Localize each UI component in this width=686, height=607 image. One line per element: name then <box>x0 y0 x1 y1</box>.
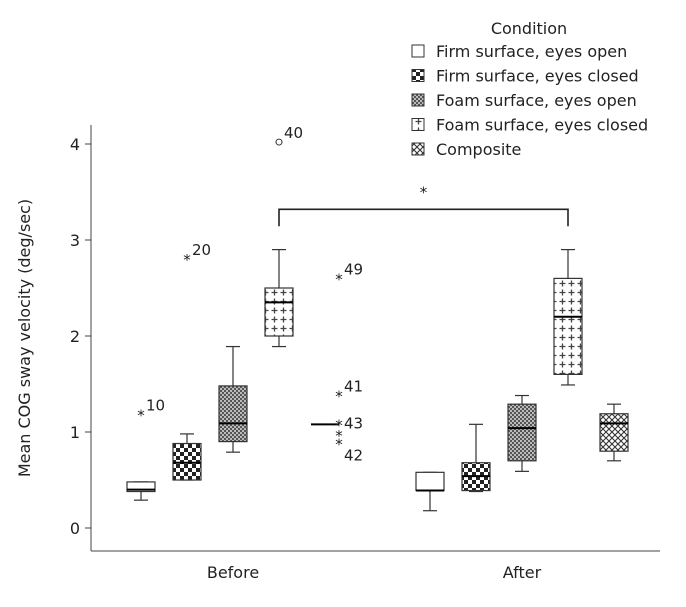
box-iqr <box>415 471 445 492</box>
outlier-label: 42 <box>344 447 363 465</box>
x-category-label: Before <box>207 563 259 582</box>
outlier-marker: * <box>335 388 343 406</box>
outlier-marker <box>275 138 283 146</box>
legend-label: Foam surface, eyes closed <box>436 116 648 135</box>
y-tick-label: 3 <box>70 231 80 250</box>
outlier-marker: * <box>335 416 343 434</box>
outlier-label: 43 <box>344 414 363 432</box>
box-plot-item <box>415 471 445 512</box>
legend-swatch <box>411 142 425 156</box>
outlier-label: 40 <box>284 124 303 142</box>
legend-label: Foam surface, eyes open <box>436 91 637 110</box>
outlier-label: 10 <box>146 397 165 415</box>
box-plot-item <box>461 423 491 493</box>
outlier-marker: * <box>183 251 191 269</box>
bracket-line <box>278 208 569 227</box>
outlier-point: * <box>335 427 343 445</box>
outlier-label: 20 <box>192 241 211 259</box>
box-plot-item <box>553 249 583 386</box>
box-plot-item <box>218 345 248 453</box>
box-iqr <box>126 481 156 493</box>
y-axis-label: Mean COG sway velocity (deg/sec) <box>15 199 34 477</box>
legend-label: Firm surface, eyes closed <box>436 67 639 86</box>
legend-swatch <box>411 69 425 82</box>
box-plot-item <box>264 249 294 348</box>
box-iqr <box>218 385 248 443</box>
box-iqr <box>507 403 537 462</box>
outlier-point: *41 <box>335 378 363 406</box>
outlier-point: *20 <box>183 241 211 269</box>
outlier-label: 41 <box>344 378 363 396</box>
box-plot-item <box>172 433 202 481</box>
boxes <box>126 249 629 512</box>
x-category-label: After <box>503 563 542 582</box>
x-category-labels: Before After <box>207 563 542 582</box>
box-iqr <box>599 413 629 452</box>
significance-marker: * <box>420 183 428 201</box>
y-tick-label: 1 <box>70 423 80 442</box>
legend-swatch <box>411 44 425 58</box>
outlier-marker: * <box>335 427 343 445</box>
outlier-point: *49 <box>335 260 363 288</box>
significance-bracket: * <box>278 183 569 227</box>
outlier-point: * 43 <box>335 414 363 434</box>
outlier-marker: * <box>335 436 343 454</box>
legend-swatch <box>411 93 425 107</box>
y-tick-label: 0 <box>70 519 80 538</box>
y-tick-label: 2 <box>70 327 80 346</box>
outlier-marker: * <box>137 407 145 425</box>
outlier-point: *10 <box>137 397 165 425</box>
box-plot-item <box>599 403 629 462</box>
outlier-marker: * <box>335 270 343 288</box>
legend-label: Firm surface, eyes open <box>436 42 627 61</box>
box-iqr <box>264 287 294 337</box>
box-plot-item <box>507 394 537 472</box>
legend-swatch <box>411 118 425 131</box>
outlier-point: 40 <box>275 124 303 146</box>
outlier-label: 49 <box>344 260 363 278</box>
outlier-point: *42 <box>335 436 363 465</box>
y-ticks: 0 1 2 3 4 <box>70 135 91 538</box>
box-plot-item <box>126 481 156 501</box>
legend-label: Composite <box>436 140 521 159</box>
legend: Condition Firm surface, eyes open Firm su… <box>411 19 648 159</box>
box-iqr <box>553 277 583 375</box>
y-tick-label: 4 <box>70 135 80 154</box>
legend-title: Condition <box>491 19 567 38</box>
